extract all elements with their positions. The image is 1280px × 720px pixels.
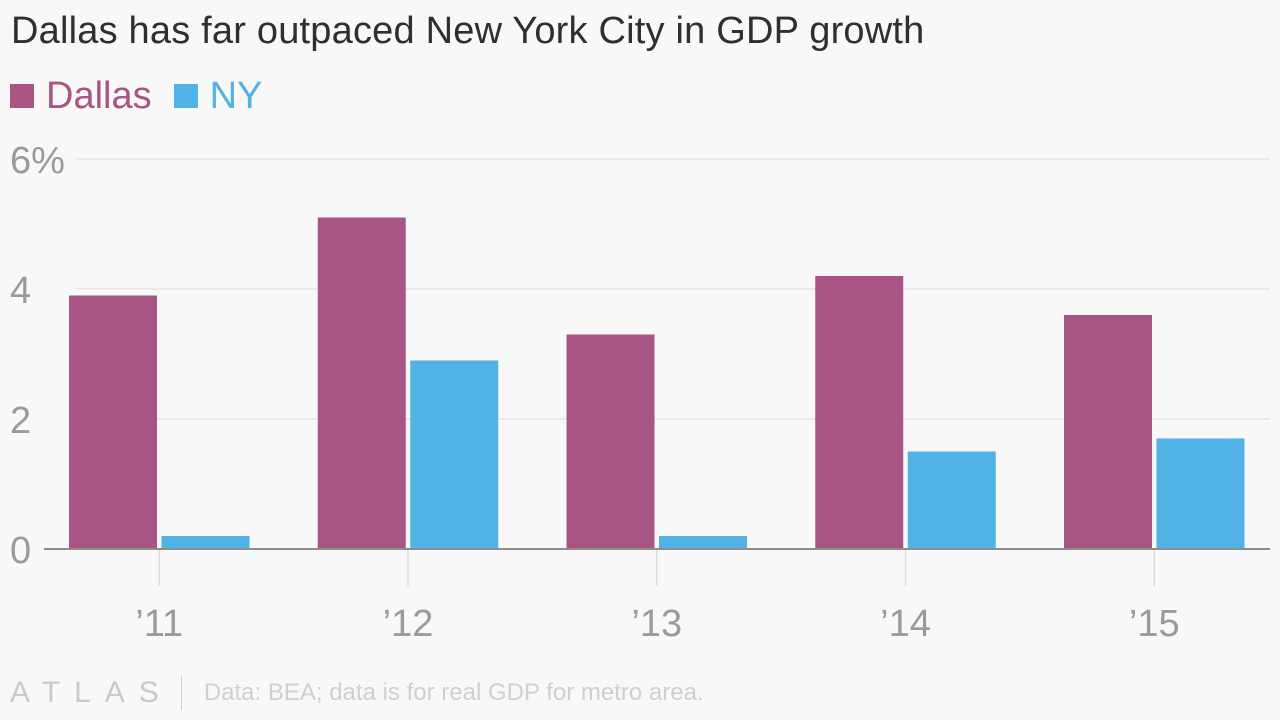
legend-swatch-dallas: [10, 84, 34, 108]
x-tick-label: ’14: [880, 603, 931, 645]
bar-ny-0: [161, 536, 250, 549]
bar-ny-2: [659, 536, 747, 549]
footer: ATLAS Data: BEA; data is for real GDP fo…: [10, 676, 704, 710]
legend-swatch-ny: [173, 84, 198, 108]
legend-item-dallas: Dallas: [10, 74, 152, 118]
atlas-logo: ATLAS: [10, 676, 173, 709]
y-tick-label: 2: [10, 400, 31, 442]
legend-label-dallas: Dallas: [46, 75, 152, 117]
bar-dallas-4: [1064, 315, 1152, 549]
bar-ny-4: [1156, 438, 1245, 549]
legend-label-ny: NY: [209, 75, 263, 117]
footer-divider: [180, 676, 182, 710]
x-tick-label: ’12: [383, 603, 434, 645]
y-tick-label: 4: [10, 270, 31, 312]
bar-dallas-1: [317, 217, 406, 549]
bar-ny-3: [907, 451, 996, 549]
bar-ny-1: [410, 360, 499, 549]
legend: Dallas NY: [10, 74, 284, 118]
chart-title: Dallas has far outpaced New York City in…: [11, 10, 925, 52]
x-tick-label: ’11: [135, 603, 183, 645]
x-tick-label: ’15: [1129, 603, 1180, 645]
y-tick-label: 0: [10, 530, 31, 572]
x-tick-label: ’13: [631, 603, 682, 645]
y-tick-label: 6%: [10, 140, 65, 182]
bar-dallas-0: [69, 295, 157, 549]
source-note: Data: BEA; data is for real GDP for metr…: [203, 679, 704, 706]
legend-item-ny: NY: [173, 74, 263, 118]
bar-dallas-2: [566, 334, 655, 549]
bar-dallas-3: [815, 276, 904, 549]
